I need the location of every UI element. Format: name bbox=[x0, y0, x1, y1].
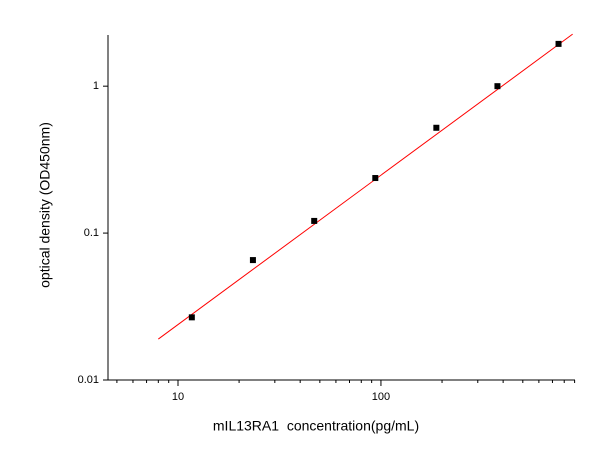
data-point bbox=[188, 314, 195, 321]
data-point bbox=[372, 175, 379, 182]
data-point bbox=[311, 217, 318, 224]
fit-line bbox=[158, 33, 573, 340]
data-point bbox=[433, 124, 440, 131]
y-axis-label: optical density (OD450nm) bbox=[37, 122, 53, 288]
y-tick-label: 0.1 bbox=[84, 227, 99, 239]
data-point bbox=[555, 40, 562, 47]
data-point bbox=[494, 83, 501, 90]
x-tick-label: 10 bbox=[172, 391, 184, 403]
x-tick-label: 100 bbox=[372, 391, 390, 403]
y-tick-label: 1 bbox=[93, 80, 99, 92]
data-point bbox=[249, 257, 256, 264]
x-axis-label: mIL13RA1 concentration(pg/mL) bbox=[213, 418, 419, 434]
y-tick-label: 0.01 bbox=[78, 374, 99, 386]
